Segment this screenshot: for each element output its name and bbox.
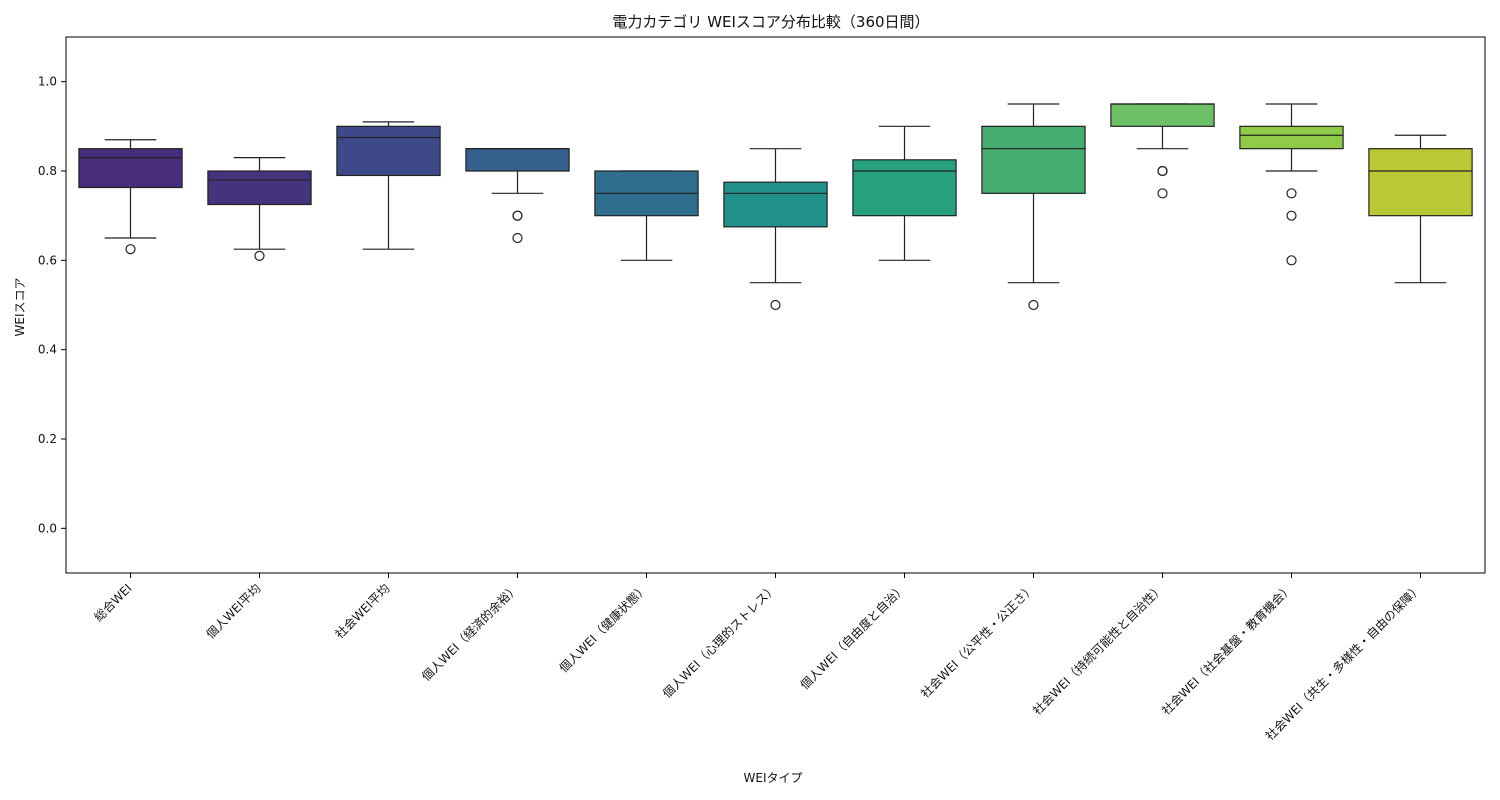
x-tick-label: 社会WEI（公平性・公正さ） bbox=[917, 581, 1037, 701]
outlier-point bbox=[1157, 188, 1168, 199]
x-axis-label: WEIタイプ bbox=[744, 771, 803, 785]
outlier-point bbox=[1157, 165, 1168, 177]
x-tick-label: 個人WEI（健康状態） bbox=[556, 581, 651, 676]
outlier-point bbox=[770, 299, 781, 311]
box bbox=[207, 170, 312, 206]
outlier-point bbox=[512, 232, 523, 244]
outlier-point bbox=[1286, 188, 1297, 199]
x-tick-label: 社会WEI平均 bbox=[332, 581, 393, 642]
box bbox=[78, 148, 183, 189]
x-tick-label: 個人WEI平均 bbox=[204, 581, 264, 641]
outlier-point bbox=[254, 250, 265, 261]
box bbox=[1110, 103, 1215, 127]
x-tick-label: 社会WEI（共生・多様性・自由の保障） bbox=[1262, 581, 1425, 744]
y-tick-label: 0.6 bbox=[38, 253, 57, 267]
box bbox=[981, 125, 1086, 194]
box bbox=[465, 148, 570, 172]
x-tick-label: 総合WEI bbox=[91, 581, 135, 625]
x-tick-label: 社会WEI（社会基盤・教育機会） bbox=[1158, 581, 1295, 718]
plot-frame bbox=[65, 36, 1486, 574]
y-tick-label: 0.2 bbox=[38, 432, 57, 446]
box bbox=[336, 125, 441, 177]
y-tick-label: 0.8 bbox=[38, 164, 57, 178]
x-tick-label: 個人WEI（自由度と自治） bbox=[797, 581, 909, 693]
y-tick-label: 1.0 bbox=[38, 75, 57, 89]
y-axis-label: WEIスコア bbox=[13, 278, 27, 337]
chart-title: 電力カテゴリ WEIスコア分布比較（360日間） bbox=[612, 13, 929, 31]
outlier-point bbox=[1028, 299, 1039, 311]
outlier-point bbox=[1286, 210, 1297, 221]
box bbox=[723, 181, 828, 228]
box bbox=[852, 159, 957, 217]
outlier-point bbox=[1286, 255, 1297, 266]
box bbox=[1368, 148, 1473, 217]
box bbox=[1239, 125, 1344, 150]
x-tick-label: 社会WEI（持続可能性と自治性） bbox=[1029, 581, 1166, 718]
outlier-point bbox=[125, 244, 136, 255]
outlier-point bbox=[512, 210, 523, 221]
x-tick-label: 個人WEI（心理的ストレス） bbox=[659, 581, 779, 701]
y-tick-label: 0.4 bbox=[38, 343, 57, 357]
x-tick-label: 個人WEI（経済的余裕） bbox=[418, 581, 521, 684]
y-tick-label: 0.0 bbox=[38, 521, 57, 535]
